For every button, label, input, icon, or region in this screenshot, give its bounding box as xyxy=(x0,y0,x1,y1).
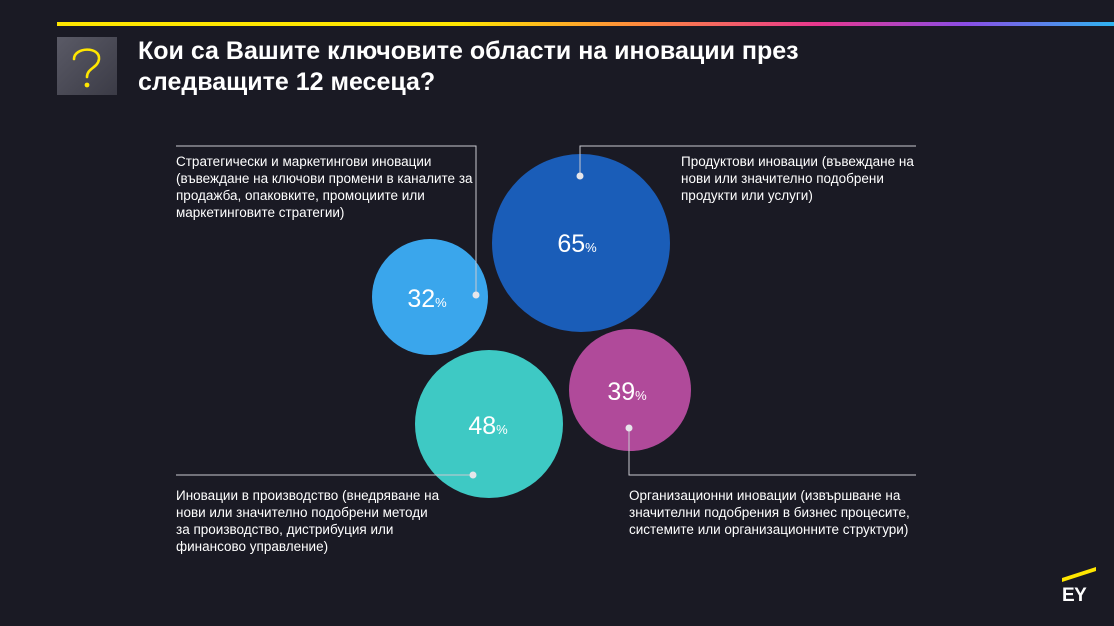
value-label-39: 39% xyxy=(607,378,647,406)
ey-logo: EY xyxy=(1062,566,1098,608)
leader-dot-48 xyxy=(469,471,477,479)
category-label-product: Продуктови иновации (въвеждане на нови и… xyxy=(681,154,914,203)
bubble-48 xyxy=(415,350,563,498)
leader-dot-32 xyxy=(472,291,480,299)
bubble-39 xyxy=(569,329,691,451)
category-label-strategic: Стратегически и маркетингови иновации (в… xyxy=(176,154,473,220)
top-gradient-bar xyxy=(57,22,1114,26)
page-title: Кои са Вашите ключовите области на инова… xyxy=(138,37,799,96)
category-label-production: Иновации в производство (внедряване на н… xyxy=(176,488,440,554)
leader-dot-39 xyxy=(625,424,633,432)
leader-dot-65 xyxy=(576,172,584,180)
bubble-32 xyxy=(372,239,488,355)
question-mark-icon xyxy=(57,37,117,95)
value-label-48: 48% xyxy=(468,412,508,440)
value-label-65: 65% xyxy=(557,230,597,258)
leader-line-65 xyxy=(579,145,916,176)
leader-line-32 xyxy=(176,145,477,295)
bubble-65 xyxy=(492,154,670,332)
leader-line-39 xyxy=(628,428,916,476)
ey-logo-text: EY xyxy=(1062,585,1087,606)
category-label-organizational: Организационни иновации (извършване на з… xyxy=(629,488,910,537)
value-label-32: 32% xyxy=(407,285,447,313)
